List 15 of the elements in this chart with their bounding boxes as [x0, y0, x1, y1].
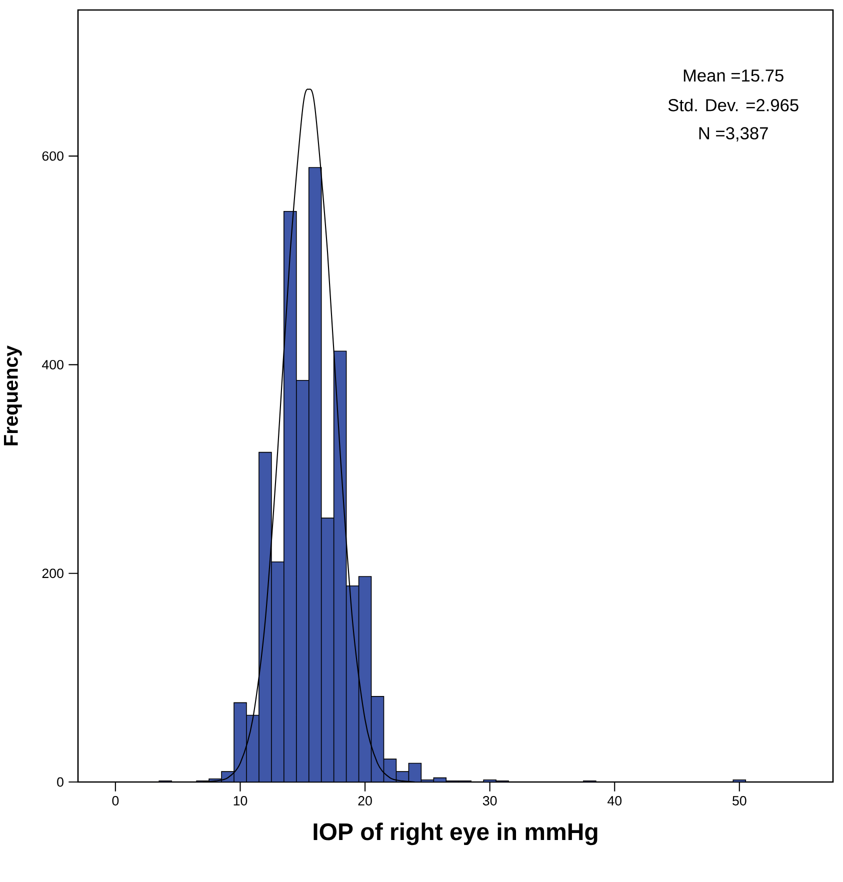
annotation: N =3,387: [699, 127, 768, 142]
x-tick-label: 10: [234, 796, 248, 806]
x-tick-label: 50: [732, 796, 746, 806]
y-tick-label: 0: [57, 777, 64, 787]
x-tick-label: 20: [358, 796, 372, 806]
x-tick-label: 30: [482, 796, 497, 806]
x-axis-title: IOP of right eye in mmHg: [314, 822, 598, 846]
annotation: Mean =15.75: [684, 70, 784, 82]
annotation: Std. Dev. =2.965: [668, 98, 798, 112]
y-tick-label: 200: [42, 568, 64, 578]
x-tick-label: 0: [112, 796, 119, 806]
y-tick-label: 600: [42, 151, 64, 161]
y-tick-label: 400: [42, 360, 64, 370]
y-axis-title: Frequency: [4, 346, 22, 446]
x-tick-label: 40: [608, 796, 622, 806]
